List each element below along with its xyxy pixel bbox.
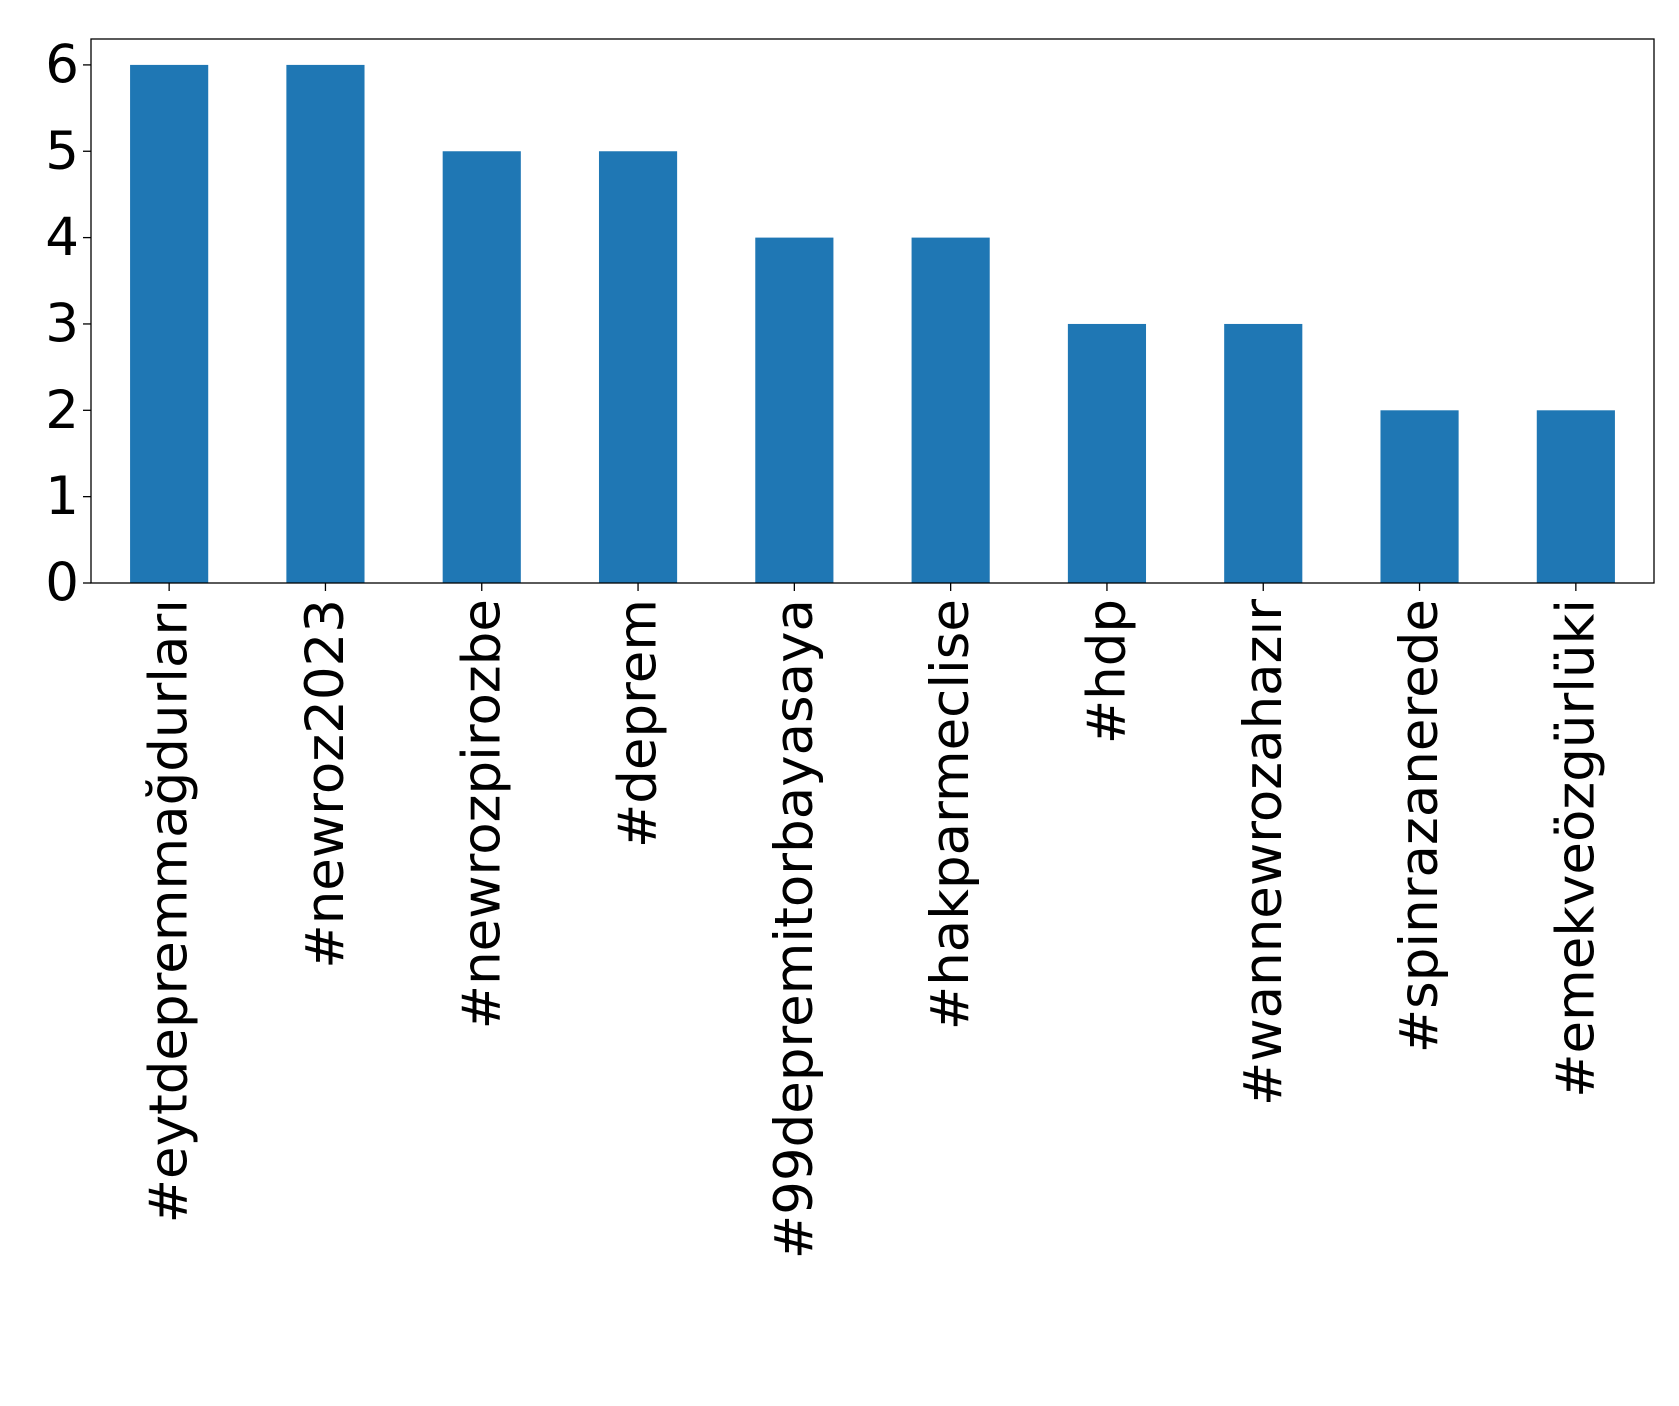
- x-tick-label: #99depremitorbayasaya: [764, 599, 825, 1259]
- bar: [755, 237, 834, 583]
- y-tick-label: 5: [45, 121, 79, 182]
- bar: [1380, 410, 1459, 583]
- y-tick-label: 1: [45, 466, 79, 527]
- x-tick-label: #deprem: [608, 599, 669, 848]
- x-tick-label: #hdp: [1076, 599, 1137, 744]
- bar: [598, 151, 678, 583]
- x-tick-label: #spinrazanerede: [1389, 599, 1450, 1053]
- x-axis: #eytdepremmağdurları #newroz2023 #newrozpi…: [139, 583, 1606, 1259]
- bar: [130, 64, 209, 583]
- bar: [911, 237, 990, 583]
- x-tick-label: #hakparmeclise: [920, 599, 981, 1030]
- bar: [1224, 323, 1303, 583]
- x-tick-label: #emekveözgürlüki: [1545, 599, 1606, 1098]
- bar: [1067, 323, 1147, 583]
- x-tick-label: #eytdepremmağdurları: [139, 599, 200, 1223]
- y-axis: 0 1 2 3 4 5 6: [45, 34, 91, 614]
- bar: [442, 151, 521, 583]
- y-tick-label: 4: [45, 207, 79, 268]
- plot-frame: [90, 38, 1655, 584]
- y-tick-label: 6: [45, 34, 79, 95]
- y-tick-label: 3: [45, 293, 79, 354]
- y-tick-label: 2: [45, 380, 79, 441]
- x-tick-label: #wannewrozahazır: [1233, 599, 1294, 1106]
- x-tick-label: #newroz2023: [295, 599, 356, 969]
- y-tick-label: 0: [45, 553, 79, 614]
- bars-group: [130, 64, 1615, 583]
- bar: [1536, 410, 1615, 583]
- x-tick-label: #newrozpirozbe: [451, 599, 512, 1029]
- bar: [286, 64, 365, 583]
